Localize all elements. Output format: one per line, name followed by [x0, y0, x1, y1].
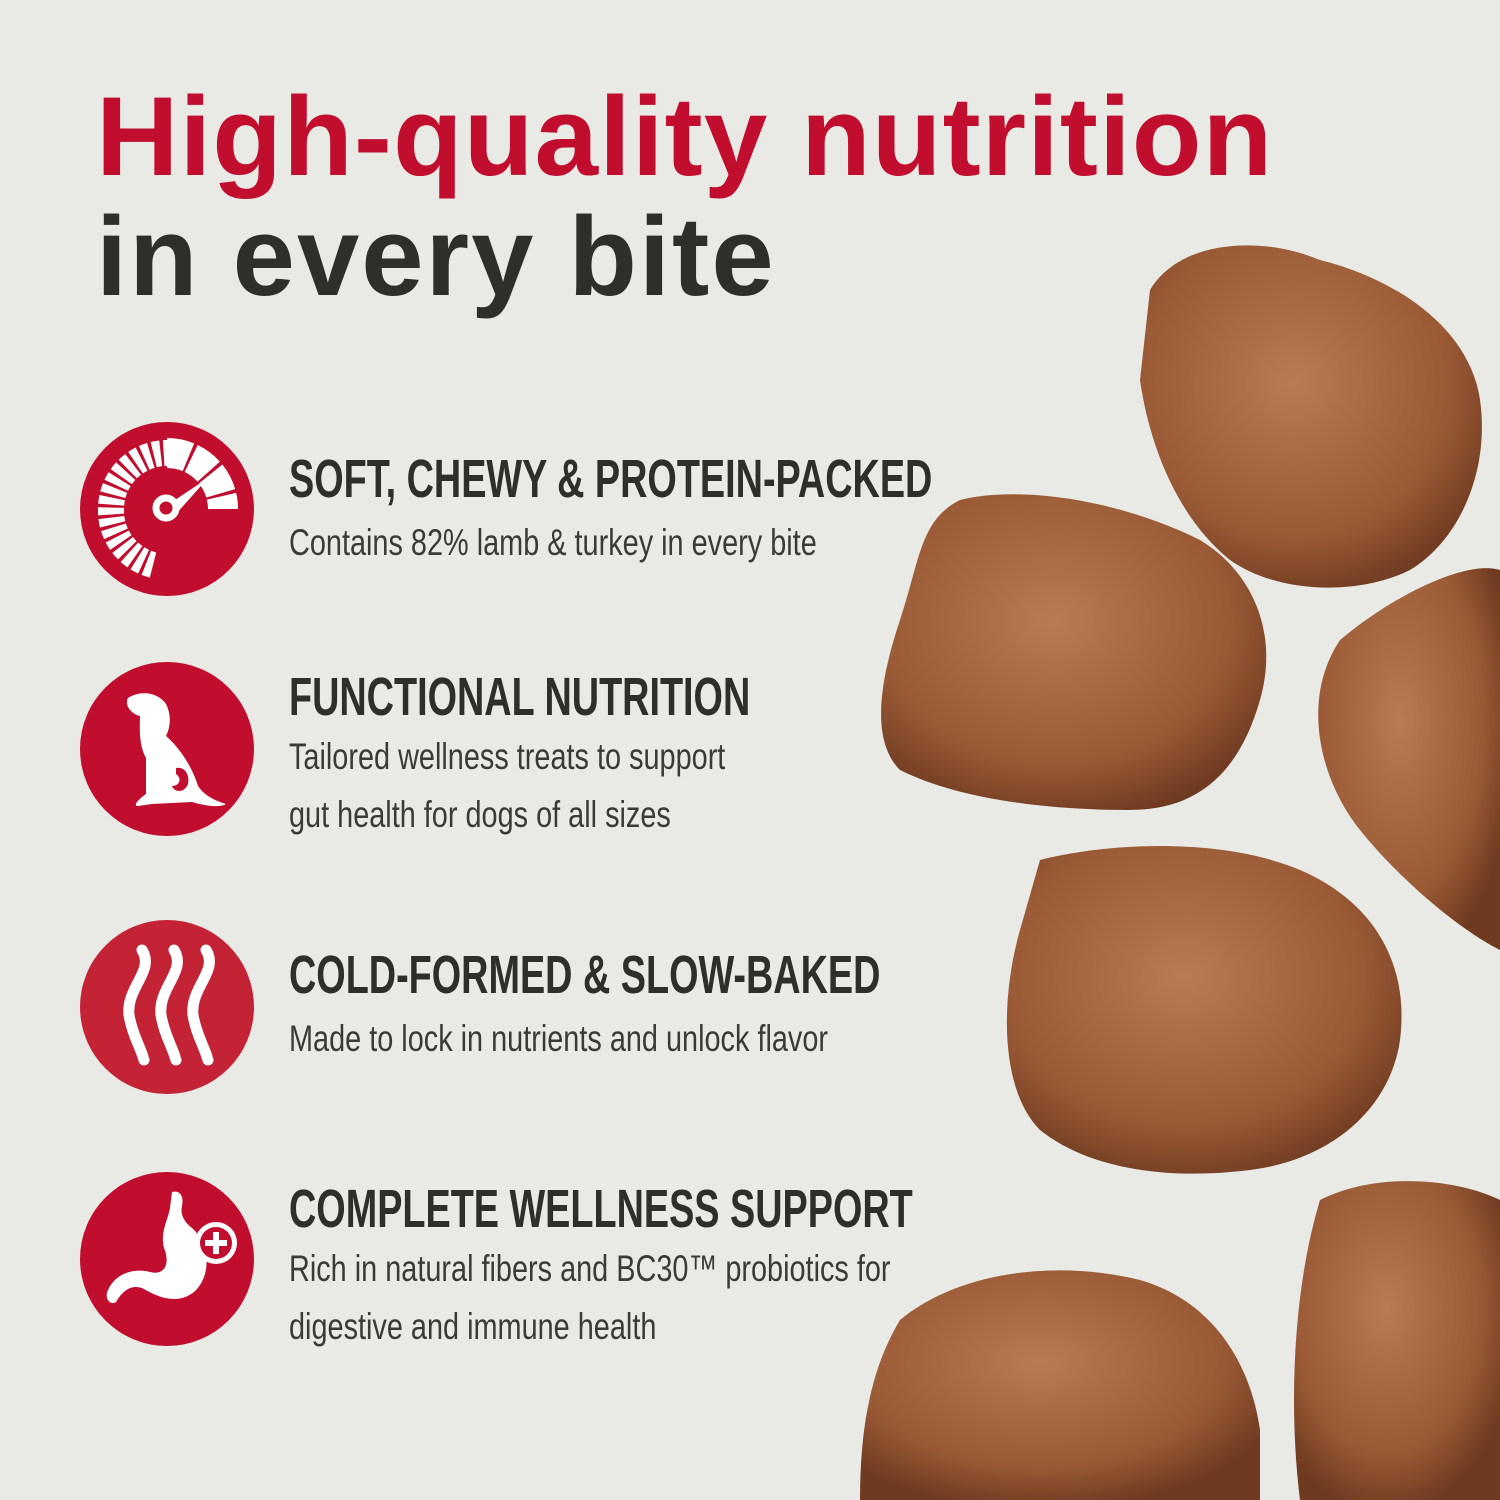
- feature-text-line-1: Rich in natural fibers and BC30™ probiot…: [289, 1248, 891, 1289]
- treat: [881, 494, 1267, 810]
- feature-text: Contains 82% lamb & turkey in every bite: [289, 522, 817, 563]
- headline-line-2: in every bite: [96, 194, 776, 319]
- feature-text-line-2: digestive and immune health: [289, 1306, 657, 1347]
- treat: [1294, 1181, 1500, 1500]
- feature-text: Made to lock in nutrients and unlock fla…: [289, 1018, 829, 1059]
- feature-title: SOFT, CHEWY & PROTEIN-PACKED: [289, 449, 933, 509]
- feature-text-line-2: gut health for dogs of all sizes: [289, 794, 671, 835]
- treat: [1140, 245, 1482, 588]
- feature-text-line-1: Tailored wellness treats to support: [289, 736, 726, 777]
- dog-gut-icon: [80, 662, 254, 836]
- treat: [1318, 568, 1500, 950]
- headline-line-1: High-quality nutrition: [96, 74, 1274, 199]
- feature-title: FUNCTIONAL NUTRITION: [289, 667, 751, 727]
- heat-waves-icon: [80, 920, 254, 1094]
- treat: [860, 1270, 1260, 1500]
- treat: [1006, 846, 1402, 1174]
- feature-title: COLD-FORMED & SLOW-BAKED: [289, 945, 881, 1005]
- stomach-plus-icon: [80, 1172, 254, 1346]
- feature-title: COMPLETE WELLNESS SUPPORT: [289, 1179, 913, 1239]
- speedometer-icon: [80, 422, 254, 596]
